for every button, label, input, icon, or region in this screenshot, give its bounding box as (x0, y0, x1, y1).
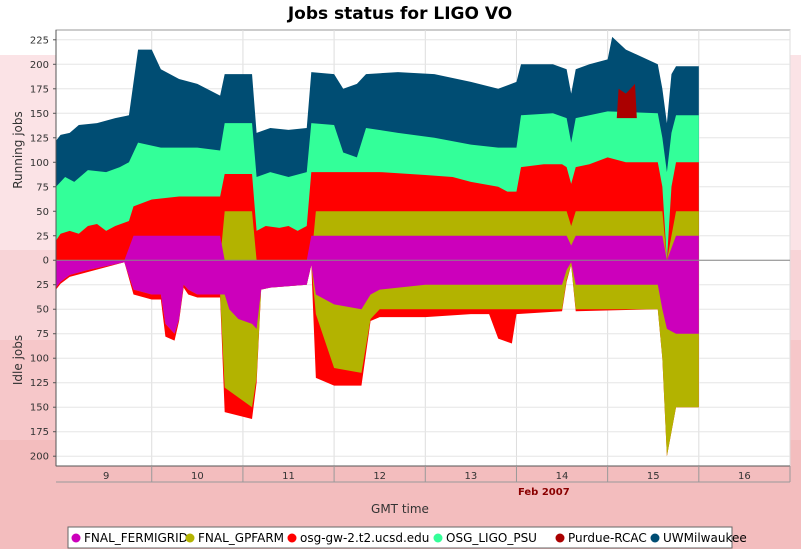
plot-area (55, 29, 791, 467)
x-month-label: Feb 2007 (518, 487, 570, 498)
legend-label: OSG_LIGO_PSU (446, 531, 537, 545)
legend-label: osg-gw-2.t2.ucsd.edu (300, 531, 429, 545)
legend-swatch (71, 533, 81, 543)
y-tick-label: 175 (30, 84, 49, 95)
legend-swatch (650, 533, 660, 543)
axes: 0 25 50 75 100 125 150 175 200 225 25 50 75 100 125 150… (30, 30, 791, 498)
x-axis-label: GMT time (371, 502, 429, 516)
legend-swatch (185, 533, 195, 543)
y-tick-label: 200 (30, 60, 49, 71)
chart-title: Jobs status for LIGO VO (287, 4, 512, 24)
y-tick-label: 125 (30, 133, 49, 144)
y-tick-label: 150 (30, 403, 49, 414)
x-tick-label: 15 (647, 471, 660, 482)
y-tick-label: 100 (30, 354, 49, 365)
y-axis-label-idle: Idle jobs (11, 335, 25, 385)
legend: FNAL_FERMIGRID FNAL_GPFARM osg-gw-2.t2.ucs… (67, 526, 747, 549)
x-tick-label: 13 (465, 471, 478, 482)
legend-swatch (433, 533, 443, 543)
legend-box (67, 526, 733, 549)
y-tick-label: 150 (30, 109, 49, 120)
area-running-FNAL_FERMIGRID (56, 235, 699, 261)
legend-label: FNAL_FERMIGRID (84, 531, 188, 545)
x-tick-label: 11 (282, 471, 295, 482)
y-tick-label: 100 (30, 158, 49, 169)
area-idle-FNAL_FERMIGRID (56, 260, 699, 334)
y-tick-label: 125 (30, 378, 49, 389)
y-tick-label: 75 (36, 329, 49, 340)
y-tick-label: 0 (43, 256, 49, 267)
legend-label: UWMilwaukee (663, 531, 747, 545)
area-running-Purdue-RCAC (616, 83, 637, 119)
legend-label: Purdue-RCAC (568, 531, 647, 545)
x-tick-label: 12 (373, 471, 386, 482)
y-tick-label: 25 (36, 231, 49, 242)
y-tick-label: 225 (30, 35, 49, 46)
x-tick-label: 14 (556, 471, 569, 482)
y-tick-label: 175 (30, 427, 49, 438)
legend-label: FNAL_GPFARM (198, 531, 284, 545)
y-tick-label: 50 (36, 207, 49, 218)
y-tick-label: 50 (36, 305, 49, 316)
x-tick-label: 16 (738, 471, 751, 482)
y-tick-label: 200 (30, 452, 49, 463)
x-tick-label: 9 (103, 471, 109, 482)
area-idle-FNAL_GPFARM (56, 260, 699, 457)
y-axis-label-running: Running jobs (11, 111, 25, 189)
y-tick-label: 25 (36, 280, 49, 291)
x-tick-label: 10 (191, 471, 204, 482)
y-tick-label: 75 (36, 182, 49, 193)
legend-swatch (555, 533, 565, 543)
legend-swatch (287, 533, 297, 543)
